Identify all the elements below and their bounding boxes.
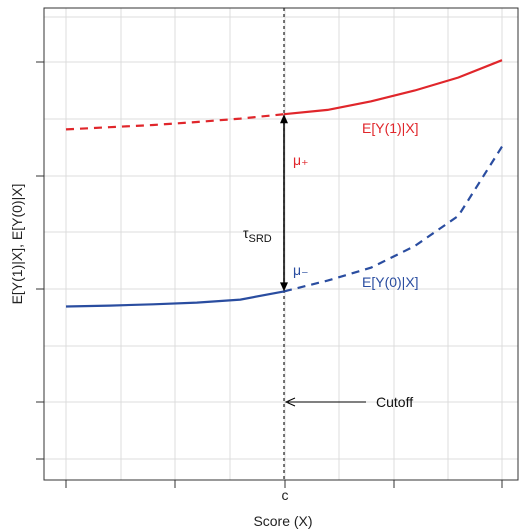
y-axis-label: E[Y(1)|X], E[Y(0)|X] xyxy=(9,184,25,305)
x-tick-label-2: c xyxy=(282,487,289,503)
mu-minus-label: μ₋ xyxy=(293,262,308,278)
cutoff-arrow-head xyxy=(284,397,296,407)
plot-frame xyxy=(43,7,519,481)
series-1-left xyxy=(65,290,285,308)
series-0-right xyxy=(283,59,503,116)
grid xyxy=(44,8,518,480)
series-0-left xyxy=(65,113,285,131)
x-axis-label: Score (X) xyxy=(253,513,312,529)
tau-arrow-head-top xyxy=(280,114,288,124)
cutoff-label: Cutoff xyxy=(376,394,413,410)
series-label-y0: E[Y(0)|X] xyxy=(362,274,419,290)
tau-arrow-head-bottom xyxy=(280,282,288,292)
annotations: E[Y(1)|X] E[Y(0)|X] μ₊ μ₋ τSRD Cutoff xyxy=(243,114,419,410)
series-label-y1: E[Y(1)|X] xyxy=(362,120,419,136)
tau-label: τSRD xyxy=(243,225,272,245)
series-layer xyxy=(65,59,503,308)
axes: c xyxy=(36,8,503,503)
mu-plus-label: μ₊ xyxy=(293,152,308,168)
series-1-right xyxy=(283,146,503,293)
